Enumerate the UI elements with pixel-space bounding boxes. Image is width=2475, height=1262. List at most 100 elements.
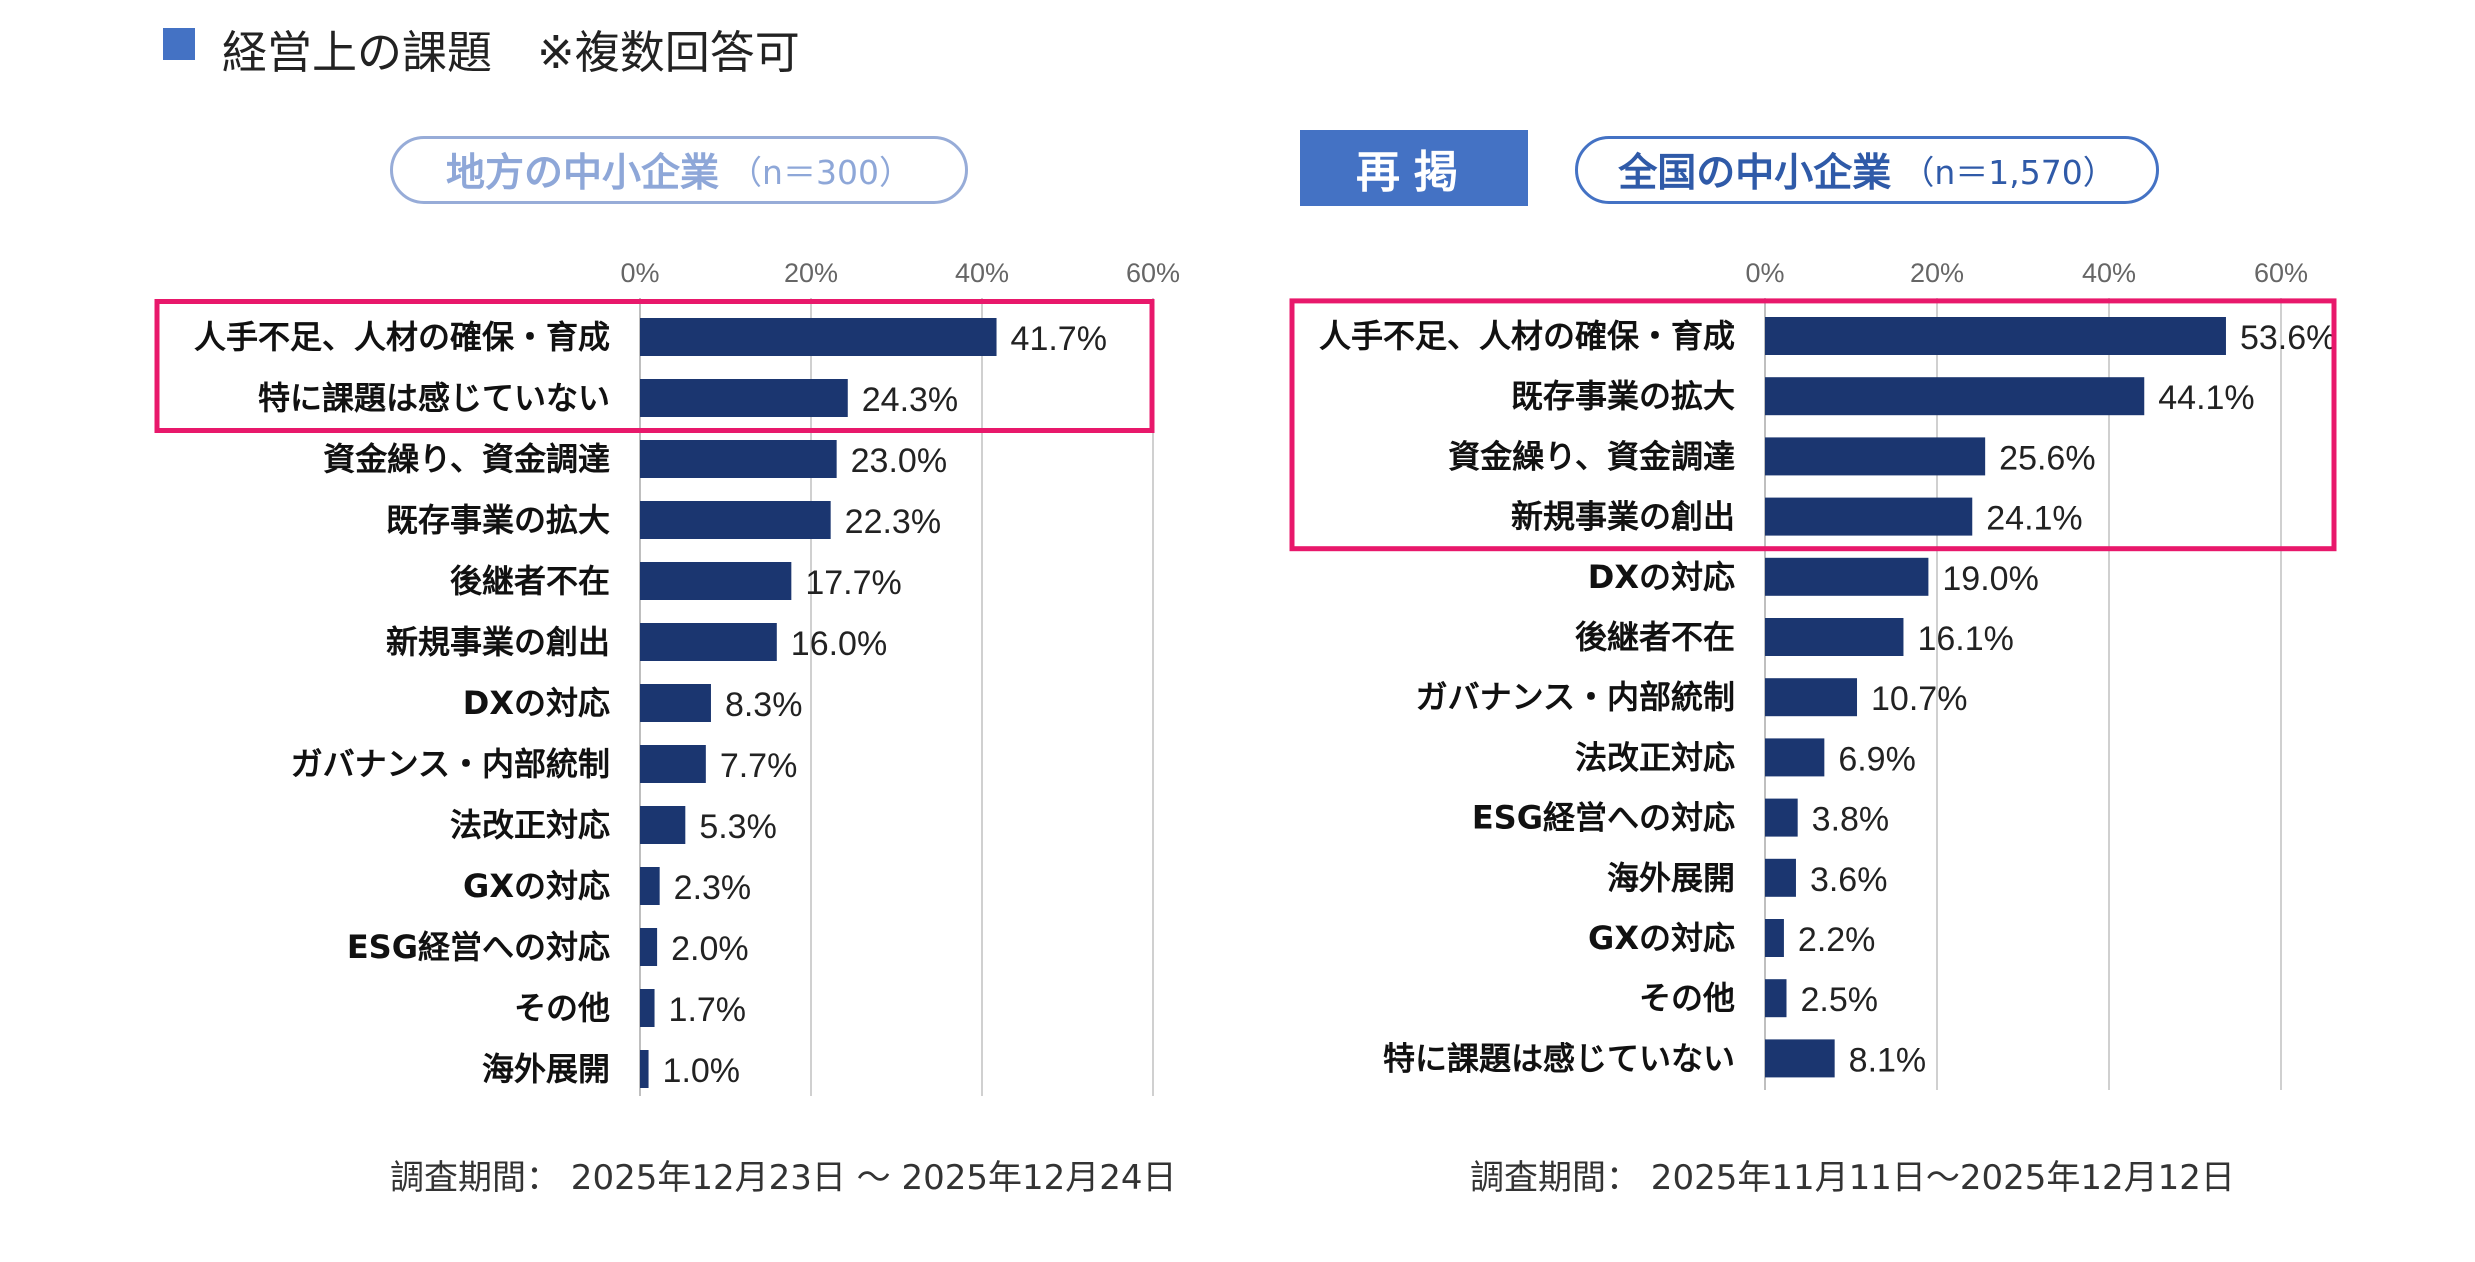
left-value-label: 1.7%	[669, 991, 747, 1029]
right-category-label: 法改正対応	[1575, 738, 1735, 776]
right-value-label: 8.1%	[1849, 1041, 1927, 1079]
right-category-label: ガバナンス・内部統制	[1416, 678, 1735, 716]
right-category-label: その他	[1639, 979, 1735, 1017]
left-category-label: 法改正対応	[450, 806, 610, 844]
right-value-label: 3.8%	[1812, 801, 1890, 839]
right-category-label: 新規事業の創出	[1511, 498, 1735, 536]
right-bar	[1765, 798, 1798, 837]
right-category-label: 既存事業の拡大	[1511, 377, 1735, 415]
right-value-label: 3.6%	[1810, 861, 1888, 899]
right-value-label: 6.9%	[1838, 740, 1916, 778]
left-tick-label: 0%	[620, 258, 659, 288]
left-bar	[640, 867, 660, 905]
right-value-label: 2.2%	[1798, 921, 1876, 959]
right-tick-label: 40%	[2082, 258, 2136, 288]
left-value-label: 5.3%	[699, 808, 777, 846]
left-value-label: 23.0%	[851, 442, 947, 480]
right-bar	[1765, 1039, 1835, 1078]
left-bar	[640, 562, 792, 600]
right-bar	[1765, 738, 1825, 777]
left-category-label: 特に課題は感じていない	[258, 379, 610, 417]
left-category-label: その他	[514, 989, 610, 1027]
left-category-label: 後継者不在	[450, 562, 610, 600]
left-bar	[640, 440, 837, 478]
right-bar	[1765, 678, 1858, 717]
left-bar	[640, 623, 777, 661]
right-bar	[1765, 919, 1784, 957]
left-value-label: 8.3%	[725, 686, 803, 724]
left-bar	[640, 501, 831, 539]
left-bar	[640, 318, 997, 356]
left-value-label: 2.3%	[674, 869, 752, 907]
left-category-label: 資金繰り、資金調達	[323, 440, 610, 478]
left-value-label: 17.7%	[805, 564, 901, 602]
right-bar	[1765, 858, 1796, 897]
left-category-label: ESG経営への対応	[347, 928, 610, 966]
legend-label: 経営上の課題 ※複数回答可	[222, 26, 800, 79]
left-value-label: 41.7%	[1011, 320, 1107, 358]
right-value-label: 24.1%	[1986, 500, 2082, 538]
left-bar	[640, 684, 711, 722]
right-value-label: 19.0%	[1942, 560, 2038, 598]
left-panel-title-sub: （n＝300）	[729, 153, 912, 192]
right-category-label: 海外展開	[1607, 859, 1735, 897]
right-bar	[1765, 618, 1904, 656]
right-value-label: 10.7%	[1871, 680, 1967, 718]
left-category-label: DXの対応	[463, 684, 610, 722]
right-survey-period: 調査期間： 2025年11月11日〜2025年12月12日	[1470, 1158, 2235, 1198]
right-bar	[1765, 497, 1973, 536]
left-tick-label: 20%	[784, 258, 838, 288]
right-bar	[1765, 979, 1787, 1018]
left-category-label: GXの対応	[463, 867, 610, 905]
left-value-label: 2.0%	[671, 930, 749, 968]
right-category-label: 特に課題は感じていない	[1383, 1039, 1735, 1077]
right-panel-title-sub: （n＝1,570）	[1901, 153, 2116, 192]
right-value-label: 44.1%	[2158, 379, 2254, 417]
left-category-label: ガバナンス・内部統制	[291, 745, 610, 783]
right-category-label: GXの対応	[1588, 919, 1735, 957]
left-bar	[640, 989, 655, 1027]
right-category-label: DXの対応	[1588, 558, 1735, 596]
left-bar	[640, 928, 658, 966]
right-value-label: 25.6%	[1999, 439, 2095, 477]
left-panel-title-main: 地方の中小企業	[446, 151, 720, 196]
right-tick-label: 20%	[1910, 258, 1964, 288]
left-value-label: 22.3%	[845, 503, 941, 541]
left-highlight-box	[154, 299, 1155, 433]
repost-badge: 再掲	[1300, 130, 1528, 206]
right-value-label: 53.6%	[2240, 319, 2336, 357]
left-category-label: 既存事業の拡大	[386, 501, 610, 539]
right-tick-label: 0%	[1745, 258, 1784, 288]
right-category-label: 後継者不在	[1575, 618, 1735, 656]
left-bar	[640, 1050, 649, 1088]
right-value-label: 2.5%	[1801, 981, 1879, 1019]
right-panel-title-main: 全国の中小企業	[1618, 151, 1892, 196]
left-tick-label: 60%	[1126, 258, 1180, 288]
right-bar	[1765, 377, 2145, 416]
right-category-label: 人手不足、人材の確保・育成	[1319, 317, 1735, 355]
left-panel-title: 地方の中小企業 （n＝300）	[390, 136, 968, 204]
left-category-label: 新規事業の創出	[386, 623, 610, 661]
left-category-label: 人手不足、人材の確保・育成	[194, 318, 610, 356]
right-bar	[1765, 317, 2226, 355]
right-category-label: 資金繰り、資金調達	[1448, 437, 1735, 475]
right-panel-title: 全国の中小企業 （n＝1,570）	[1575, 136, 2159, 204]
left-value-label: 7.7%	[720, 747, 798, 785]
left-value-label: 16.0%	[791, 625, 887, 663]
left-bar	[640, 745, 706, 783]
right-highlight-box	[1289, 298, 2337, 552]
left-bar	[640, 806, 686, 844]
right-value-label: 16.1%	[1917, 620, 2013, 658]
right-bar	[1765, 557, 1929, 596]
right-tick-label: 60%	[2254, 258, 2308, 288]
left-value-label: 1.0%	[663, 1052, 741, 1090]
left-bar	[640, 379, 848, 417]
left-survey-period: 調査期間： 2025年12月23日 〜 2025年12月24日	[390, 1158, 1177, 1198]
right-category-label: ESG経営への対応	[1472, 799, 1735, 837]
legend-square	[163, 28, 195, 60]
left-category-label: 海外展開	[482, 1050, 610, 1088]
left-tick-label: 40%	[955, 258, 1009, 288]
right-bar	[1765, 437, 1986, 476]
left-value-label: 24.3%	[862, 381, 958, 419]
